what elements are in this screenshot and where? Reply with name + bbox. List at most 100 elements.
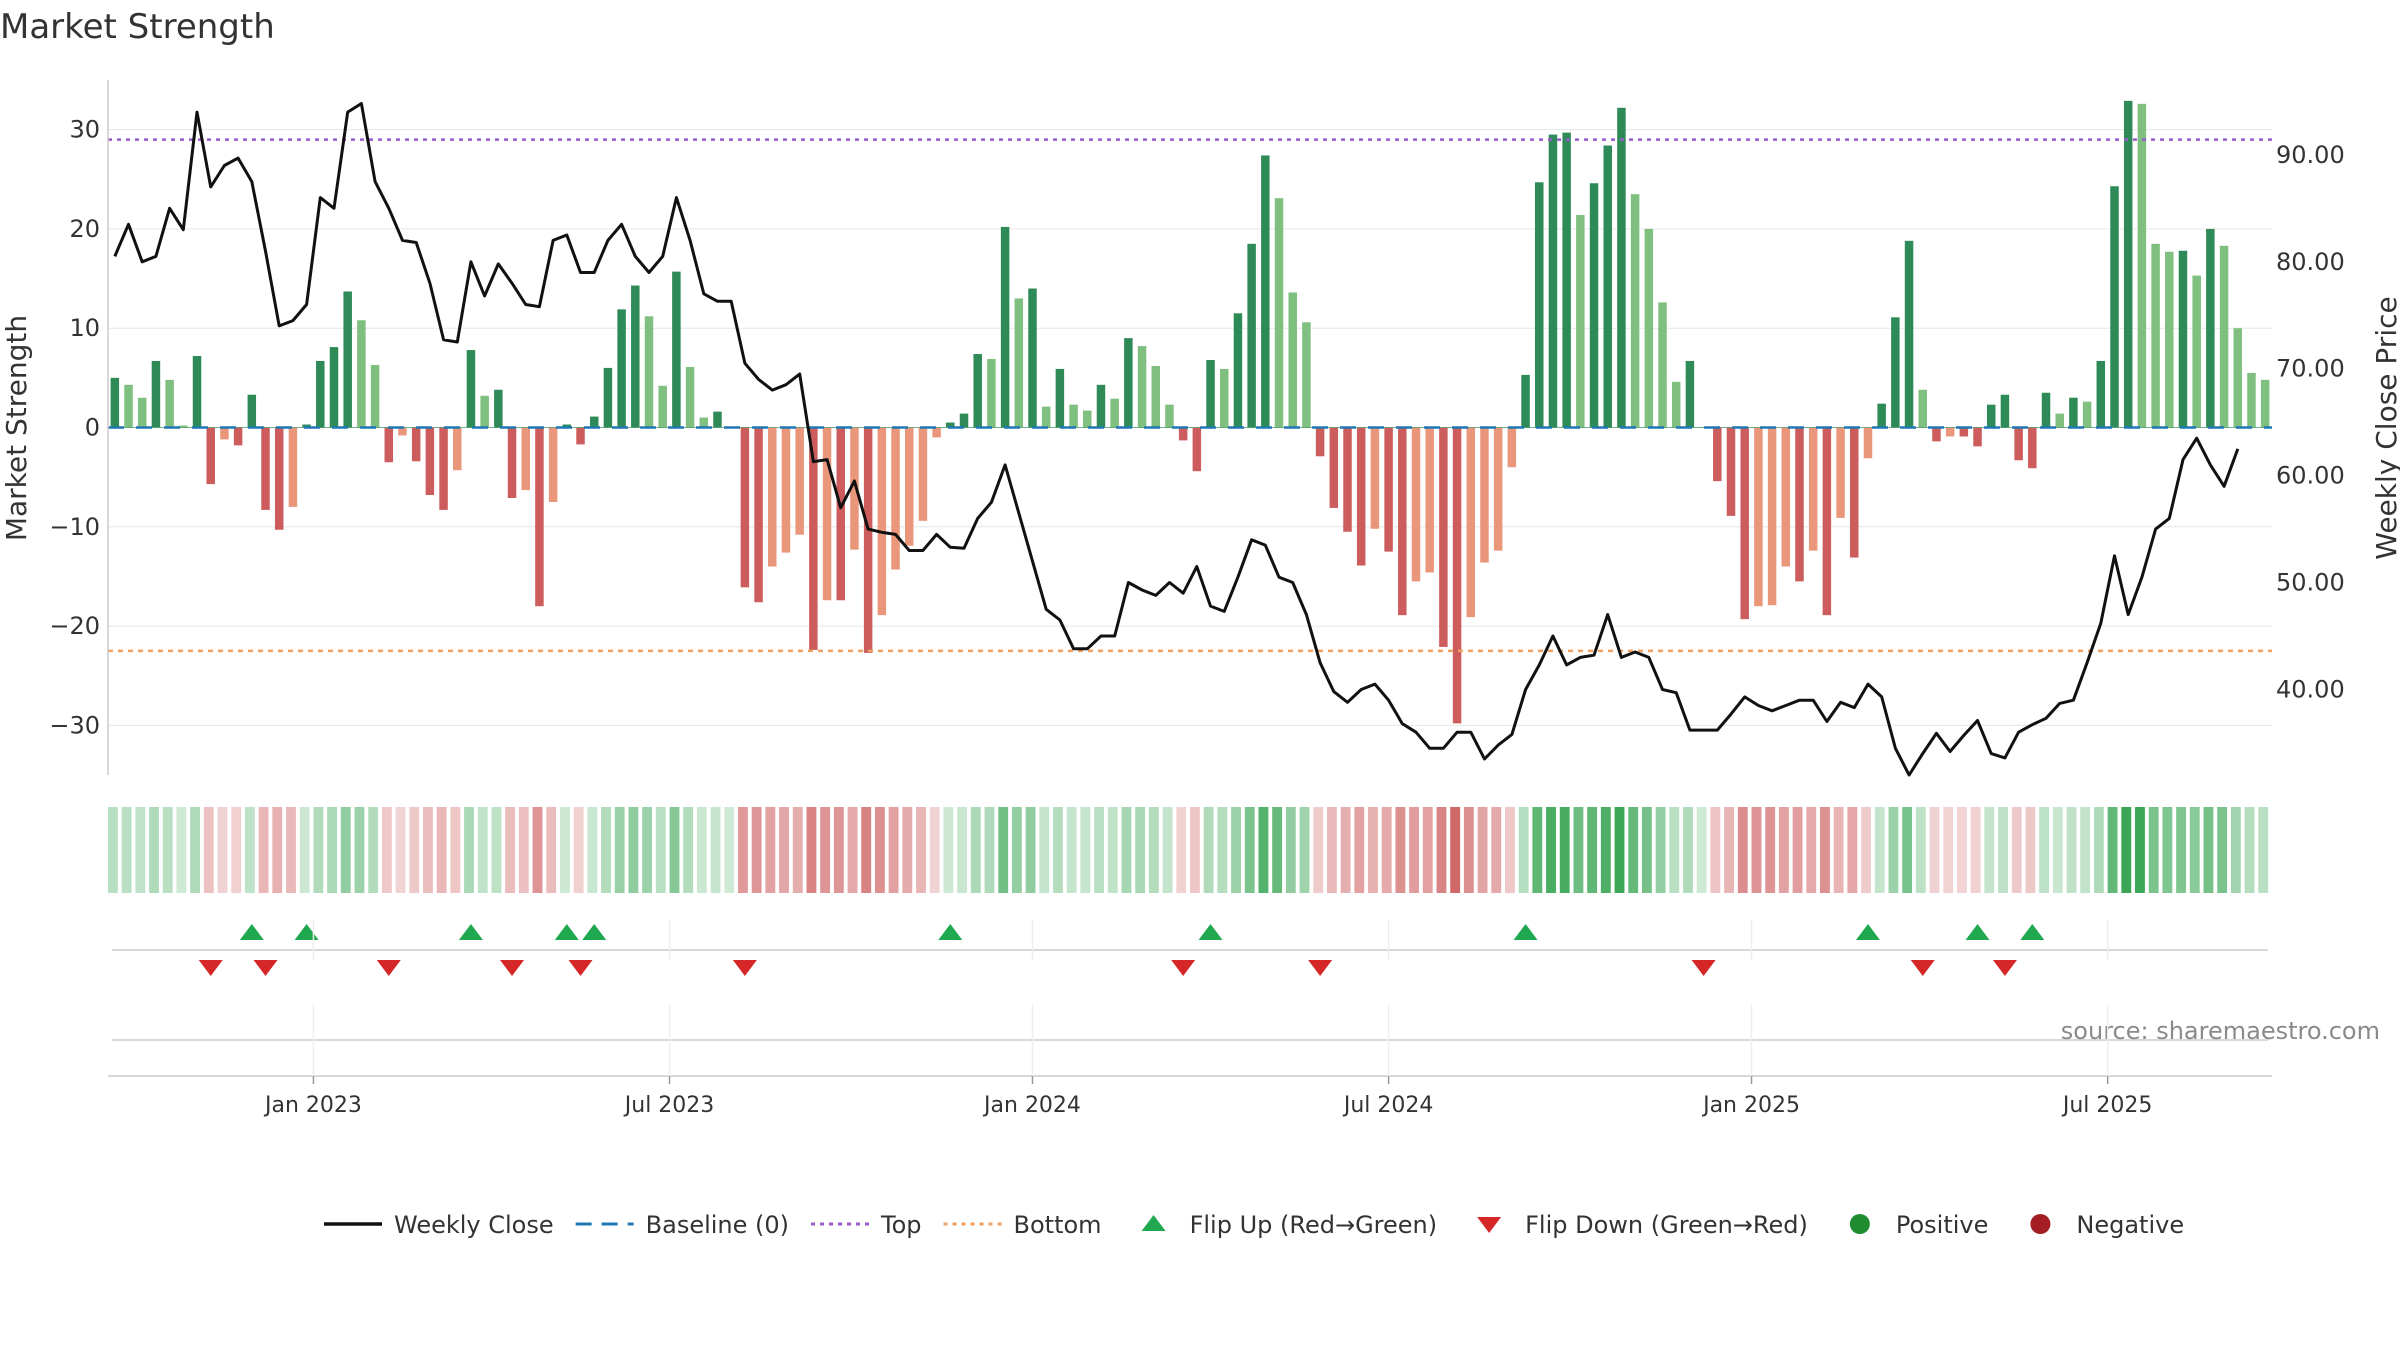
- strength-bar: [1877, 403, 1886, 428]
- strength-bar: [877, 427, 887, 616]
- heatmap-cell: [258, 807, 269, 893]
- heatmap-cell: [135, 807, 146, 893]
- strength-bar: [343, 291, 352, 428]
- flip-up-marker: [294, 924, 319, 940]
- strength-bar: [1932, 427, 1941, 442]
- heatmap-cell: [2025, 807, 2036, 893]
- heatmap-cell: [1833, 807, 1844, 893]
- heatmap-cell: [1724, 807, 1735, 893]
- strength-bar: [1740, 427, 1749, 620]
- heatmap-cell: [902, 807, 913, 893]
- heatmap-cell: [1066, 807, 1077, 893]
- right-tick-label: 60.00: [2276, 462, 2345, 490]
- heatmap-cell: [573, 807, 584, 893]
- flip-up-marker: [1198, 924, 1223, 940]
- strength-bar: [1945, 427, 1955, 437]
- strength-bar: [535, 427, 544, 607]
- heatmap-cell: [683, 807, 694, 893]
- flip-up-marker: [554, 924, 579, 940]
- legend-item: Bottom: [943, 1211, 1102, 1239]
- flip-down-marker: [1992, 960, 2017, 976]
- heatmap-cell: [696, 807, 707, 893]
- legend-item: Top: [811, 1211, 922, 1239]
- strength-bar: [192, 356, 202, 428]
- heatmap-cell: [491, 807, 502, 893]
- heatmap-cell: [1340, 807, 1351, 893]
- heatmap-cell: [587, 807, 598, 893]
- heatmap-cell: [2066, 807, 2077, 893]
- heatmap-cell: [1847, 807, 1858, 893]
- strength-bar: [1398, 427, 1407, 616]
- x-tick-label: Jan 2024: [982, 1093, 1081, 1118]
- strength-bar: [1452, 427, 1462, 724]
- heatmap-cell: [628, 807, 639, 893]
- flip-markers-panel: [112, 924, 2268, 976]
- heatmap-cell: [1683, 807, 1693, 893]
- strength-bar: [521, 427, 530, 491]
- strength-bar: [2137, 103, 2147, 428]
- strength-bar: [644, 316, 654, 428]
- strength-bar: [932, 427, 941, 438]
- heatmap-cell: [751, 807, 762, 893]
- heatmap-cell: [1162, 807, 1173, 893]
- strength-bar: [1274, 198, 1284, 428]
- strength-bar: [1973, 427, 1982, 447]
- heatmap-cell: [1861, 807, 1871, 893]
- heatmap-cell: [1368, 807, 1378, 893]
- strength-bar: [1658, 302, 1667, 428]
- strength-bar: [425, 427, 435, 496]
- strength-bar: [713, 411, 722, 428]
- strength-bar: [384, 427, 394, 463]
- strength-bar: [220, 427, 229, 440]
- heatmap-cell: [1190, 807, 1200, 893]
- legend-item: Flip Down (Green→Red): [1477, 1211, 1808, 1239]
- right-tick-label: 70.00: [2276, 355, 2345, 383]
- heatmap-cell: [286, 807, 296, 893]
- heatmap-cell: [368, 807, 379, 893]
- strength-bar: [781, 427, 791, 553]
- heatmap-cell: [874, 807, 885, 893]
- heatmap-cell: [464, 807, 474, 893]
- strength-bar: [165, 379, 174, 428]
- strength-bar: [1836, 427, 1845, 518]
- strength-bar: [946, 422, 955, 428]
- left-axis-title: Market Strength: [0, 315, 33, 541]
- heatmap-cell: [861, 807, 872, 893]
- heatmap-cell: [1299, 807, 1310, 893]
- legend-swatch: [1141, 1215, 1166, 1231]
- strength-bar: [1466, 427, 1476, 618]
- strength-bar: [576, 427, 585, 445]
- strength-bar: [603, 367, 613, 428]
- heatmap-cell: [1285, 807, 1296, 893]
- strength-bar: [1589, 183, 1599, 428]
- reference-lines: [108, 138, 2272, 653]
- strength-bar: [809, 427, 818, 650]
- heatmap-cell: [546, 807, 557, 893]
- flip-up-marker: [1965, 924, 1990, 940]
- heatmap-cell: [2176, 807, 2186, 893]
- strength-bar: [1781, 427, 1791, 567]
- strength-bar: [850, 427, 859, 550]
- weekly-close-polyline: [113, 102, 2240, 777]
- right-tick-label: 50.00: [2276, 569, 2345, 597]
- heatmap-cell: [1094, 807, 1104, 893]
- heatmap-cell: [806, 807, 817, 893]
- strength-bar: [233, 427, 243, 446]
- right-y-axis: 90.00 80.00 70.00 60.00 50.00 40.00: [2276, 141, 2345, 704]
- heatmap-cell: [1053, 807, 1063, 893]
- heatmap-cell: [1696, 807, 1707, 893]
- strength-bar: [658, 385, 667, 428]
- heatmap-cell: [984, 807, 995, 893]
- strength-bar: [1576, 215, 1585, 428]
- x-axis: Jan 2023 Jul 2023 Jan 2024 Jul 2024 Jan 2025…: [108, 920, 2272, 1118]
- strength-bar: [1329, 427, 1339, 508]
- strength-bar: [439, 427, 448, 510]
- strength-bar: [1178, 427, 1188, 441]
- strength-bar: [1096, 384, 1106, 428]
- heatmap-cell: [1655, 807, 1666, 893]
- strength-bar: [1959, 427, 1969, 437]
- flip-down-marker: [1691, 960, 1716, 976]
- strength-bar: [1986, 404, 1996, 428]
- strength-bar: [1904, 240, 1914, 428]
- heatmap-cell: [1915, 807, 1926, 893]
